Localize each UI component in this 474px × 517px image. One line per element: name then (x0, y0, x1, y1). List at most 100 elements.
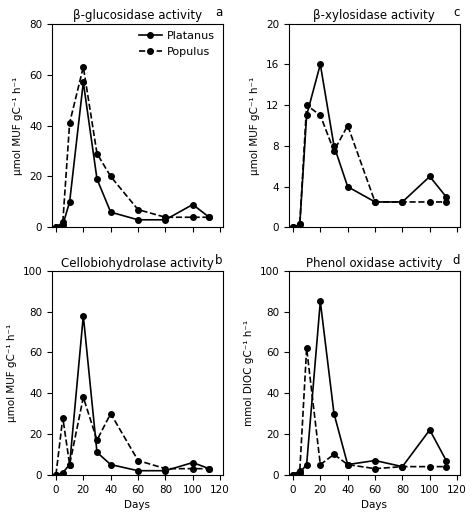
Populus (443, 199, 449, 205)
Platanus (372, 458, 378, 464)
Populus (81, 64, 86, 70)
Populus (60, 219, 65, 225)
Populus (318, 462, 323, 468)
Platanus (94, 176, 100, 182)
Populus (400, 464, 405, 470)
Line: Platanus: Platanus (290, 62, 449, 230)
Populus (94, 150, 100, 157)
Platanus (53, 472, 59, 478)
Populus (108, 173, 113, 179)
Platanus (427, 173, 433, 179)
X-axis label: Days: Days (124, 500, 150, 510)
Populus (427, 199, 433, 205)
Populus (297, 467, 302, 474)
Platanus (290, 224, 296, 231)
Title: β-xylosidase activity: β-xylosidase activity (313, 9, 435, 22)
Platanus (60, 469, 65, 476)
Platanus (53, 224, 59, 231)
Populus (190, 214, 196, 220)
Populus (290, 224, 296, 231)
Title: Phenol oxidase activity: Phenol oxidase activity (306, 257, 443, 270)
Text: c: c (454, 7, 460, 20)
Platanus (135, 217, 141, 223)
Y-axis label: μmol MUF gC⁻¹ h⁻¹: μmol MUF gC⁻¹ h⁻¹ (13, 77, 23, 175)
Populus (67, 120, 73, 126)
Line: Platanus: Platanus (53, 313, 212, 478)
Line: Populus: Populus (290, 102, 449, 230)
Populus (372, 466, 378, 472)
Platanus (94, 449, 100, 455)
Platanus (135, 467, 141, 474)
Y-axis label: mmol DIOC gC⁻¹ h⁻¹: mmol DIOC gC⁻¹ h⁻¹ (244, 320, 254, 426)
Text: a: a (216, 7, 223, 20)
Platanus (190, 460, 196, 466)
Platanus (400, 464, 405, 470)
Y-axis label: μmol MUF gC⁻¹ h⁻¹: μmol MUF gC⁻¹ h⁻¹ (7, 324, 17, 422)
Title: Cellobiohydrolase activity: Cellobiohydrolase activity (61, 257, 214, 270)
Populus (135, 458, 141, 464)
Legend: Platanus, Populus: Platanus, Populus (137, 29, 217, 59)
Platanus (345, 462, 350, 468)
Platanus (290, 472, 296, 478)
Populus (135, 206, 141, 212)
Platanus (60, 222, 65, 228)
Platanus (108, 209, 113, 215)
Text: b: b (215, 254, 223, 267)
Populus (206, 466, 212, 472)
Populus (400, 199, 405, 205)
Platanus (297, 469, 302, 476)
Populus (60, 415, 65, 421)
Platanus (443, 458, 449, 464)
Platanus (81, 313, 86, 319)
Line: Populus: Populus (53, 394, 212, 478)
Line: Populus: Populus (53, 64, 212, 230)
Populus (345, 123, 350, 129)
Populus (304, 345, 310, 352)
Populus (53, 472, 59, 478)
Platanus (67, 199, 73, 205)
Platanus (345, 184, 350, 190)
Platanus (81, 79, 86, 85)
Populus (331, 451, 337, 458)
Populus (163, 466, 168, 472)
Populus (297, 221, 302, 227)
Platanus (297, 221, 302, 227)
Platanus (331, 410, 337, 417)
Populus (345, 462, 350, 468)
Platanus (190, 202, 196, 208)
Platanus (443, 194, 449, 200)
Populus (290, 472, 296, 478)
Populus (331, 148, 337, 154)
Populus (94, 437, 100, 443)
Line: Populus: Populus (290, 345, 449, 478)
Populus (304, 102, 310, 108)
X-axis label: Days: Days (361, 500, 387, 510)
Populus (443, 464, 449, 470)
Title: β-glucosidase activity: β-glucosidase activity (73, 9, 202, 22)
Platanus (372, 199, 378, 205)
Platanus (331, 143, 337, 149)
Populus (81, 394, 86, 400)
Populus (67, 462, 73, 468)
Platanus (400, 199, 405, 205)
Platanus (206, 214, 212, 220)
Line: Platanus: Platanus (290, 299, 449, 478)
Platanus (304, 112, 310, 118)
Platanus (163, 467, 168, 474)
Populus (163, 214, 168, 220)
Populus (53, 224, 59, 231)
Populus (108, 410, 113, 417)
Populus (372, 199, 378, 205)
Platanus (67, 462, 73, 468)
Text: d: d (452, 254, 460, 267)
Platanus (427, 427, 433, 433)
Platanus (318, 298, 323, 305)
Y-axis label: μmol MUF gC⁻¹ h⁻¹: μmol MUF gC⁻¹ h⁻¹ (250, 77, 260, 175)
Populus (427, 464, 433, 470)
Platanus (206, 466, 212, 472)
Populus (190, 466, 196, 472)
Line: Platanus: Platanus (53, 80, 212, 230)
Platanus (304, 462, 310, 468)
Platanus (318, 61, 323, 67)
Platanus (108, 462, 113, 468)
